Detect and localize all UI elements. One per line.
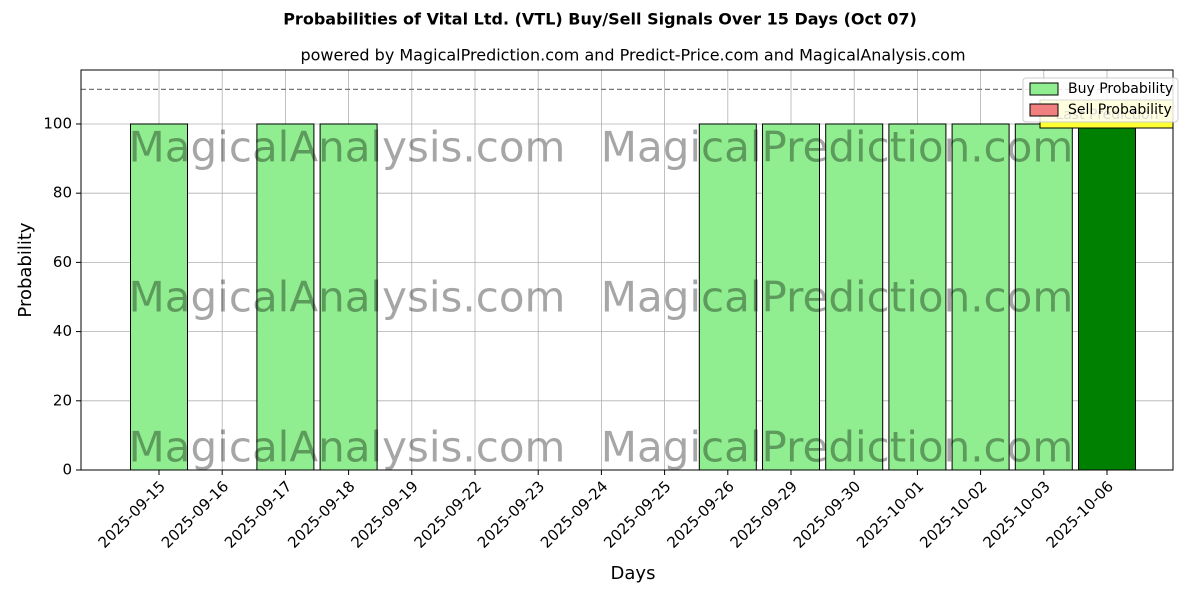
watermark: MagicalAnalysis.com (129, 273, 566, 322)
plot-frame (80, 69, 1174, 471)
legend-swatch (1029, 103, 1059, 117)
legend-label: Buy Probability (1068, 81, 1173, 97)
y-tick-label: 40 (53, 322, 72, 340)
legend-swatch (1029, 82, 1059, 96)
watermark: MagicalAnalysis.com (129, 123, 566, 172)
y-tick-label: 20 (53, 391, 72, 409)
watermark: MagicalPrediction.com (601, 423, 1074, 472)
y-tick-label: 100 (43, 114, 72, 132)
bar (698, 123, 757, 471)
chart-title: Probabilities of Vital Ltd. (VTL) Buy/Se… (283, 10, 917, 29)
legend-box (1022, 77, 1179, 123)
watermark: MagicalAnalysis.com (129, 423, 566, 472)
bar (825, 123, 884, 471)
y-tick-label: 0 (62, 461, 72, 479)
bar (762, 123, 820, 471)
bar (888, 123, 947, 471)
bar (951, 123, 1010, 471)
y-axis-label: Probability (15, 222, 36, 317)
watermark: MagicalPrediction.com (601, 273, 1074, 322)
legend-label: Sell Probability (1068, 102, 1172, 118)
bar (256, 123, 315, 471)
bar (319, 123, 378, 471)
watermark: MagicalPrediction.com (601, 123, 1074, 172)
x-axis-label: Days (611, 563, 656, 584)
y-tick-label: 80 (53, 184, 72, 202)
bar (130, 123, 188, 471)
y-tick-label: 60 (53, 253, 72, 271)
bar (1078, 123, 1136, 471)
chart-subtitle: powered by MagicalPrediction.com and Pre… (300, 46, 965, 65)
